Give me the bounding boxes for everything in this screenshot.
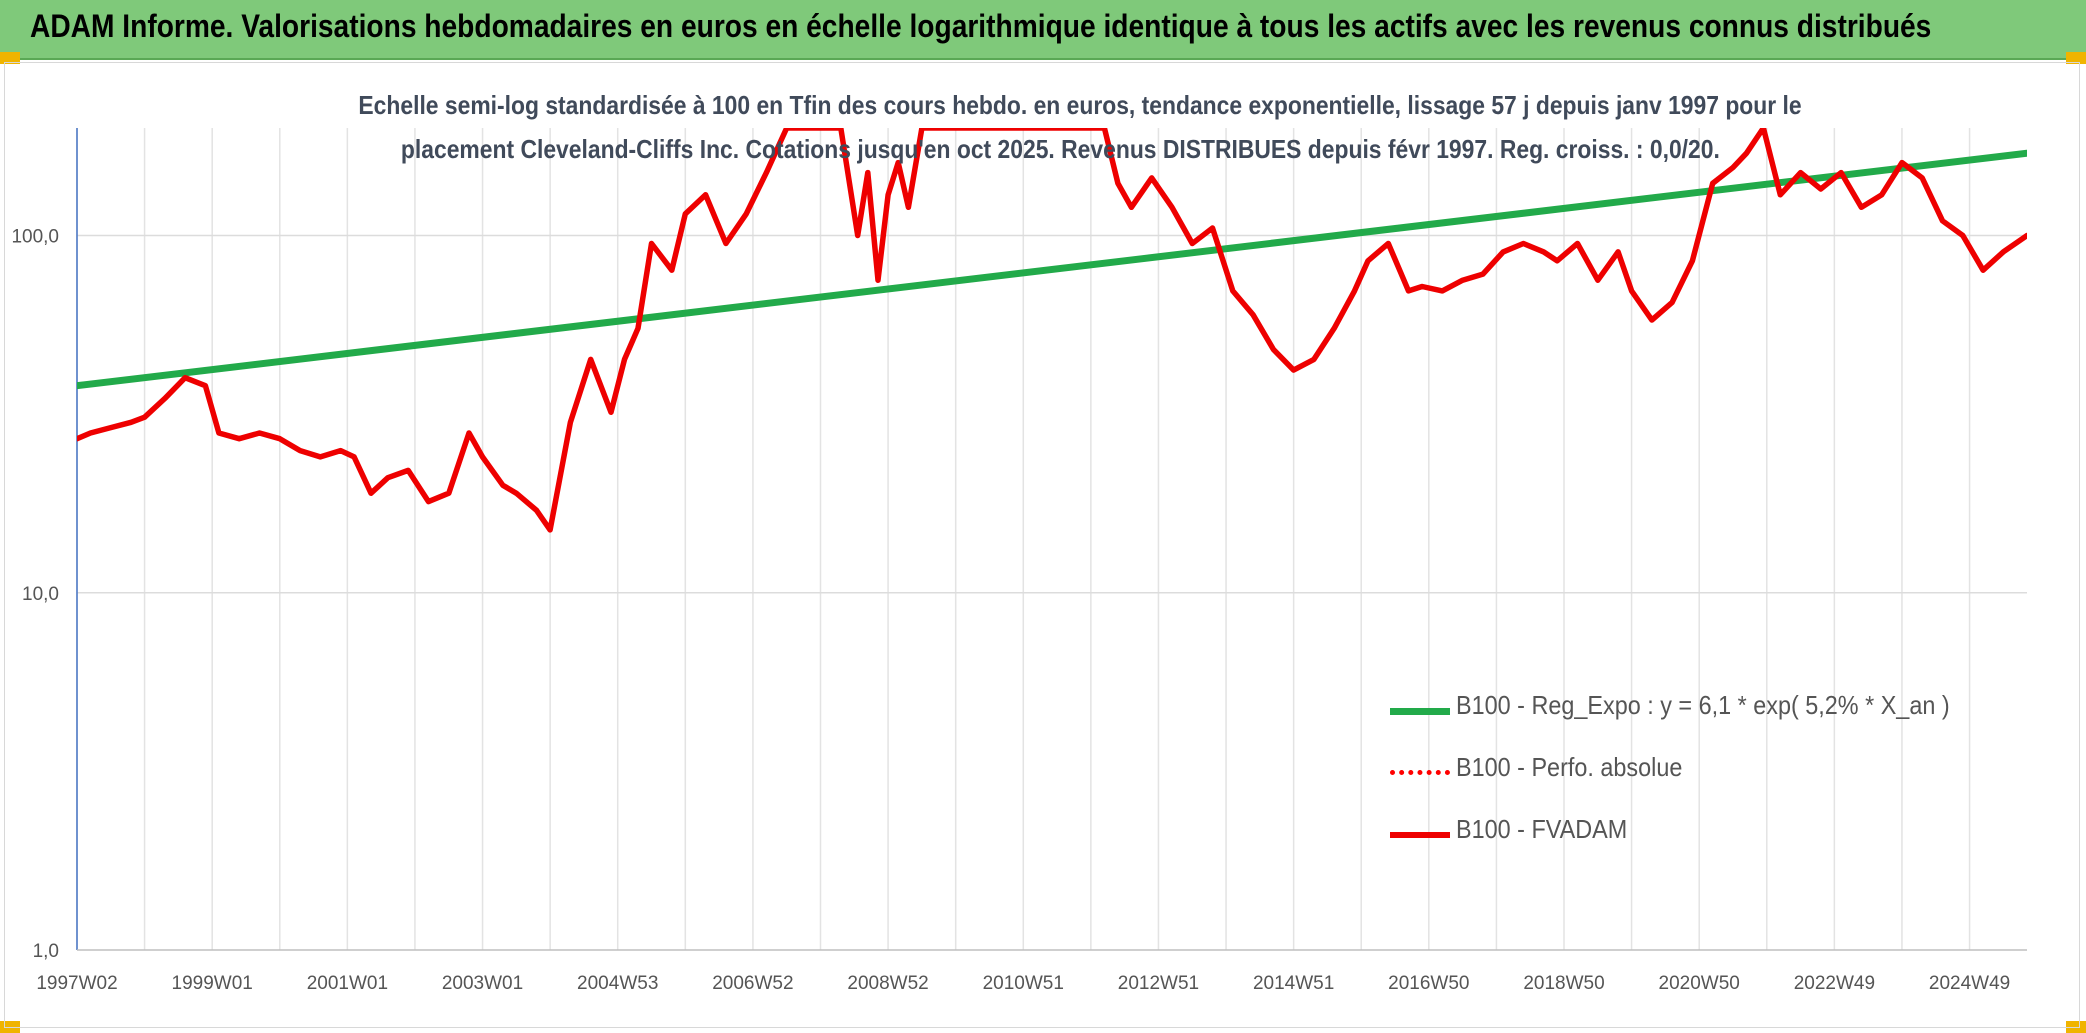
x-tick-label: 2003W01: [442, 973, 523, 994]
axes: 1,0 10,0 100,0 1997W02 1999W01 2001W01 2003W01…: [11, 128, 2027, 994]
y-tick-label: 1,0: [33, 941, 59, 962]
series: [77, 128, 2027, 533]
y-tick-label: 100,0: [11, 227, 59, 248]
legend-item-perfo-absolue: B100 - Perfo. absolue: [1390, 752, 1990, 814]
legend-label: B100 - Reg_Expo : y = 6,1 * exp( 5,2% * …: [1456, 690, 1950, 720]
series-line-fvadam: [77, 128, 2027, 533]
chart-subtitle-line1: Echelle semi-log standardisée à 100 en T…: [358, 90, 1802, 120]
x-tick-label: 2018W50: [1523, 973, 1604, 994]
legend-swatch-red-line: [1390, 832, 1450, 838]
x-tick-label: 2016W50: [1388, 973, 1469, 994]
x-tick-label: 2008W52: [847, 973, 928, 994]
chart-subtitle-line2: placement Cleveland-Cliffs Inc. Cotation…: [400, 134, 1720, 164]
x-tick-label: 2010W51: [983, 973, 1064, 994]
header-banner: ADAM Informe. Valorisations hebdomadaire…: [0, 0, 2086, 60]
legend-item-fvadam: B100 - FVADAM: [1390, 814, 1990, 876]
x-tick-label: 2006W52: [712, 973, 793, 994]
x-tick-label: 2014W51: [1253, 973, 1334, 994]
x-tick-label: 2022W49: [1794, 973, 1875, 994]
chart-frame: [4, 62, 2080, 1028]
corner-marker: [0, 52, 20, 64]
legend-label: B100 - Perfo. absolue: [1456, 752, 1683, 782]
legend-swatch-green-line: [1390, 708, 1450, 715]
corner-marker: [2066, 52, 2086, 64]
x-tick-label: 2004W53: [577, 973, 658, 994]
grid: [76, 128, 2027, 950]
series-line-regression: [77, 149, 2027, 390]
chart-legend: B100 - Reg_Expo : y = 6,1 * exp( 5,2% * …: [1390, 690, 1990, 876]
page-title: ADAM Informe. Valorisations hebdomadaire…: [30, 8, 1932, 44]
x-tick-label: 1997W02: [36, 973, 117, 994]
x-tick-label: 2024W49: [1929, 973, 2010, 994]
x-tick-label: 2001W01: [307, 973, 388, 994]
x-tick-label: 2012W51: [1118, 973, 1199, 994]
y-tick-label: 10,0: [22, 584, 59, 605]
legend-swatch-dotted-line: [1390, 770, 1450, 775]
x-tick-label: 1999W01: [172, 973, 253, 994]
legend-label: B100 - FVADAM: [1456, 814, 1628, 844]
x-tick-label: 2020W50: [1659, 973, 1740, 994]
legend-item-regression: B100 - Reg_Expo : y = 6,1 * exp( 5,2% * …: [1390, 690, 1990, 752]
